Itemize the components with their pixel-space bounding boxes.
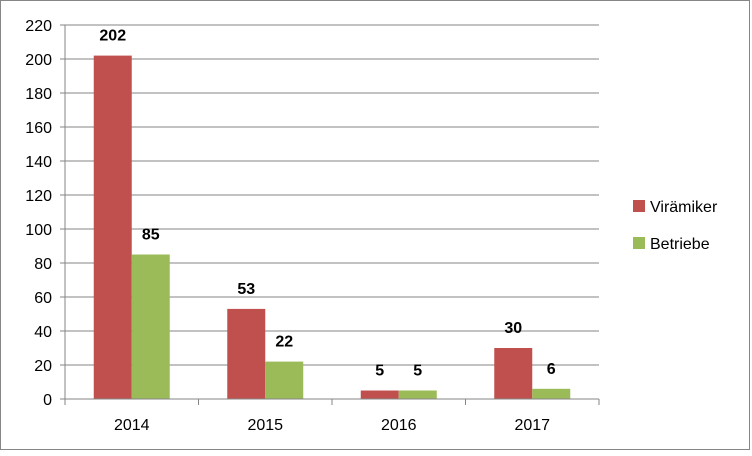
data-labels: 202 85 53 22 5 5 30 6 [99, 28, 555, 380]
x-tick-label: 2014 [114, 417, 150, 434]
data-label: 30 [504, 320, 522, 337]
y-axis: 0 20 40 60 80 100 120 140 160 180 200 220 [25, 18, 66, 409]
x-axis: 2014 2015 2016 2017 [64, 398, 600, 434]
y-tick-label: 200 [25, 52, 52, 69]
legend-swatch [633, 237, 645, 249]
bar-betriebe-2015 [265, 361, 304, 399]
data-label: 85 [142, 227, 160, 244]
y-tick-label: 100 [25, 222, 52, 239]
y-tick-label: 20 [34, 358, 52, 375]
bar-vir-miker-2016 [360, 390, 399, 399]
y-tick-label: 80 [34, 256, 52, 273]
bar-vir-miker-2015 [227, 308, 266, 399]
legend-swatch [633, 200, 645, 212]
data-label: 5 [375, 363, 384, 380]
y-tick-label: 140 [25, 154, 52, 171]
y-tick-label: 0 [43, 392, 52, 409]
bar-vir-miker-2017 [494, 348, 533, 399]
y-tick-label: 180 [25, 86, 52, 103]
bar-betriebe-2016 [398, 390, 437, 399]
bar-betriebe-2017 [532, 388, 571, 399]
data-label: 22 [275, 334, 293, 351]
legend-label: Betriebe [650, 236, 710, 253]
y-tick-label: 120 [25, 188, 52, 205]
data-label: 202 [99, 28, 126, 45]
bars [93, 55, 571, 399]
x-tick-label: 2017 [514, 417, 550, 434]
legend: Virämiker Betriebe [633, 199, 718, 253]
y-tick-label: 160 [25, 120, 52, 137]
data-label: 53 [237, 281, 255, 298]
x-tick-label: 2015 [247, 417, 283, 434]
legend-label: Virämiker [650, 199, 718, 216]
data-label: 6 [547, 361, 556, 378]
bar-vir-miker-2014 [93, 55, 132, 399]
y-tick-label: 60 [34, 290, 52, 307]
y-tick-label: 220 [25, 18, 52, 35]
y-tick-label: 40 [34, 324, 52, 341]
x-tick-label: 2016 [381, 417, 417, 434]
bar-betriebe-2014 [131, 254, 170, 399]
data-label: 5 [413, 363, 422, 380]
